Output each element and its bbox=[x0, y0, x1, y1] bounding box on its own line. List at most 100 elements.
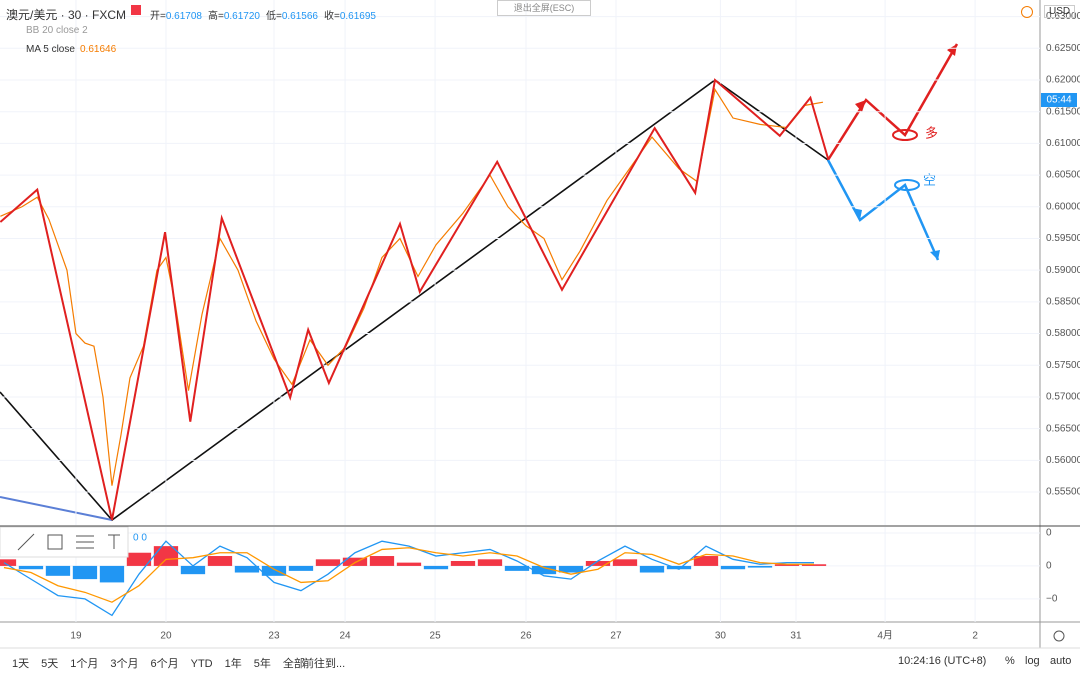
histogram-bar bbox=[126, 552, 152, 566]
percent[interactable]: % bbox=[1005, 655, 1015, 667]
bb-legend: BB 20 close 2 bbox=[26, 25, 88, 36]
range-button[interactable]: 5年 bbox=[253, 658, 271, 670]
x-tick-label: 20 bbox=[160, 631, 172, 642]
ohlc-value: 0.61566 bbox=[281, 11, 318, 22]
histogram-bar bbox=[585, 560, 611, 566]
y-tick-label: 0.57000 bbox=[1046, 392, 1080, 403]
histogram-bar bbox=[234, 565, 260, 573]
arrow-head bbox=[930, 250, 940, 260]
histogram-bar bbox=[801, 564, 827, 566]
histogram-bar bbox=[99, 565, 125, 583]
histogram-bar bbox=[720, 565, 746, 570]
price-tag: 05:44 bbox=[1046, 95, 1071, 106]
ohlc-key: 开= bbox=[150, 11, 166, 22]
zigzag-line bbox=[0, 78, 830, 521]
drawing-toolbar[interactable] bbox=[0, 526, 129, 558]
x-tick-label: 26 bbox=[520, 631, 532, 642]
histogram-bar bbox=[72, 565, 98, 580]
range-button[interactable]: 1天 bbox=[12, 658, 30, 670]
range-button[interactable]: 1个月 bbox=[70, 658, 99, 670]
exit-fullscreen[interactable]: 退出全屏(ESC) bbox=[497, 0, 591, 16]
y-tick-label: 0.59000 bbox=[1046, 265, 1080, 276]
y-tick-label: 0.56000 bbox=[1046, 455, 1080, 466]
y-tick-label: 0.61500 bbox=[1046, 106, 1080, 117]
arrow-head bbox=[947, 44, 957, 56]
tool-rect[interactable] bbox=[47, 534, 63, 550]
x-tick-label: 25 bbox=[430, 631, 442, 642]
histogram-bar bbox=[693, 556, 719, 566]
ohlc: 开=0.61708 高=0.61720 低=0.61566 收=0.61695 bbox=[150, 7, 382, 22]
range-button[interactable]: 3个月 bbox=[110, 658, 139, 670]
tool-line[interactable] bbox=[17, 533, 35, 551]
price-pane bbox=[0, 0, 1040, 525]
tool-fib[interactable] bbox=[76, 535, 94, 549]
histogram-bar bbox=[207, 556, 233, 566]
histogram-bar bbox=[288, 565, 314, 571]
price-tag-bg bbox=[1041, 93, 1077, 107]
histogram-bar bbox=[666, 565, 692, 570]
histogram-bar bbox=[180, 565, 206, 575]
log[interactable]: log bbox=[1025, 655, 1040, 667]
settings-icon[interactable] bbox=[1053, 630, 1065, 642]
y-tick-label: −0 bbox=[1046, 594, 1058, 605]
ohlc-value: 0.61695 bbox=[339, 11, 376, 22]
alert-icon[interactable] bbox=[1021, 6, 1033, 18]
histogram-bar bbox=[504, 565, 530, 571]
long-path bbox=[826, 43, 959, 161]
symbol: 澳元/美元 · 30 · FXCM bbox=[6, 8, 127, 22]
y-tick-label: 0.62500 bbox=[1046, 43, 1080, 54]
ohlc-value: 0.61720 bbox=[223, 11, 260, 22]
histogram-bar bbox=[639, 565, 665, 573]
x-tick-label: 31 bbox=[790, 631, 802, 642]
macd-params: 0 0 bbox=[133, 533, 147, 544]
y-tick-label: 0.60500 bbox=[1046, 170, 1080, 181]
histogram-bar bbox=[315, 559, 341, 566]
histogram-bar bbox=[477, 559, 503, 566]
y-tick-label: 0.55500 bbox=[1046, 487, 1080, 498]
range-button[interactable]: YTD bbox=[190, 658, 213, 670]
currency[interactable]: USD bbox=[1044, 5, 1076, 18]
ma-value: 0.61646 bbox=[80, 44, 117, 55]
marker bbox=[894, 179, 920, 191]
histogram-bar bbox=[0, 559, 17, 566]
ohlc-key: 低= bbox=[266, 11, 282, 22]
range-button[interactable]: 1年 bbox=[224, 658, 242, 670]
long-label: 多 bbox=[925, 125, 938, 140]
auto[interactable]: auto bbox=[1050, 655, 1072, 667]
x-tick-label: 4月 bbox=[877, 630, 893, 642]
y-tick-label: 0.61000 bbox=[1046, 138, 1080, 149]
x-tick-label: 24 bbox=[340, 631, 352, 642]
y-tick-label: 0.59500 bbox=[1046, 233, 1080, 244]
x-tick-label: 19 bbox=[70, 631, 82, 642]
signal-line bbox=[3, 547, 814, 603]
y-tick-label: 0 bbox=[1046, 528, 1052, 539]
range-button[interactable]: 5天 bbox=[41, 658, 59, 670]
goto[interactable]: 前往到... bbox=[303, 658, 346, 670]
tool-text[interactable] bbox=[108, 534, 120, 549]
flag bbox=[131, 5, 141, 15]
trend-line bbox=[0, 496, 113, 521]
y-tick-label: 0.62000 bbox=[1046, 75, 1080, 86]
x-tick-label: 27 bbox=[610, 631, 622, 642]
y-tick-label: 0.56500 bbox=[1046, 423, 1080, 434]
range-bar: 1天 5天 1个月 3个月 6个月 YTD 1年 5年 全部 bbox=[12, 655, 317, 671]
histogram-bar bbox=[531, 565, 557, 575]
short-path bbox=[826, 159, 940, 261]
histogram-bar bbox=[153, 546, 179, 566]
histogram-bar bbox=[342, 557, 368, 566]
range-button[interactable]: 6个月 bbox=[150, 658, 179, 670]
range-button[interactable]: 全部 bbox=[282, 658, 305, 670]
arrow-head bbox=[855, 100, 866, 112]
histogram-bar bbox=[558, 565, 584, 573]
macd-pane bbox=[0, 527, 1040, 622]
ma-line bbox=[0, 87, 824, 486]
x-tick-label: 30 bbox=[715, 631, 727, 642]
histogram-bar bbox=[18, 565, 44, 570]
x-tick-label: 23 bbox=[268, 631, 280, 642]
y-tick-label: 0 bbox=[1046, 561, 1052, 572]
histogram-bar bbox=[774, 564, 800, 566]
ohlc-value: 0.61708 bbox=[165, 11, 202, 22]
histogram-bar bbox=[396, 562, 422, 566]
y-tick-label: 0.60000 bbox=[1046, 201, 1080, 212]
